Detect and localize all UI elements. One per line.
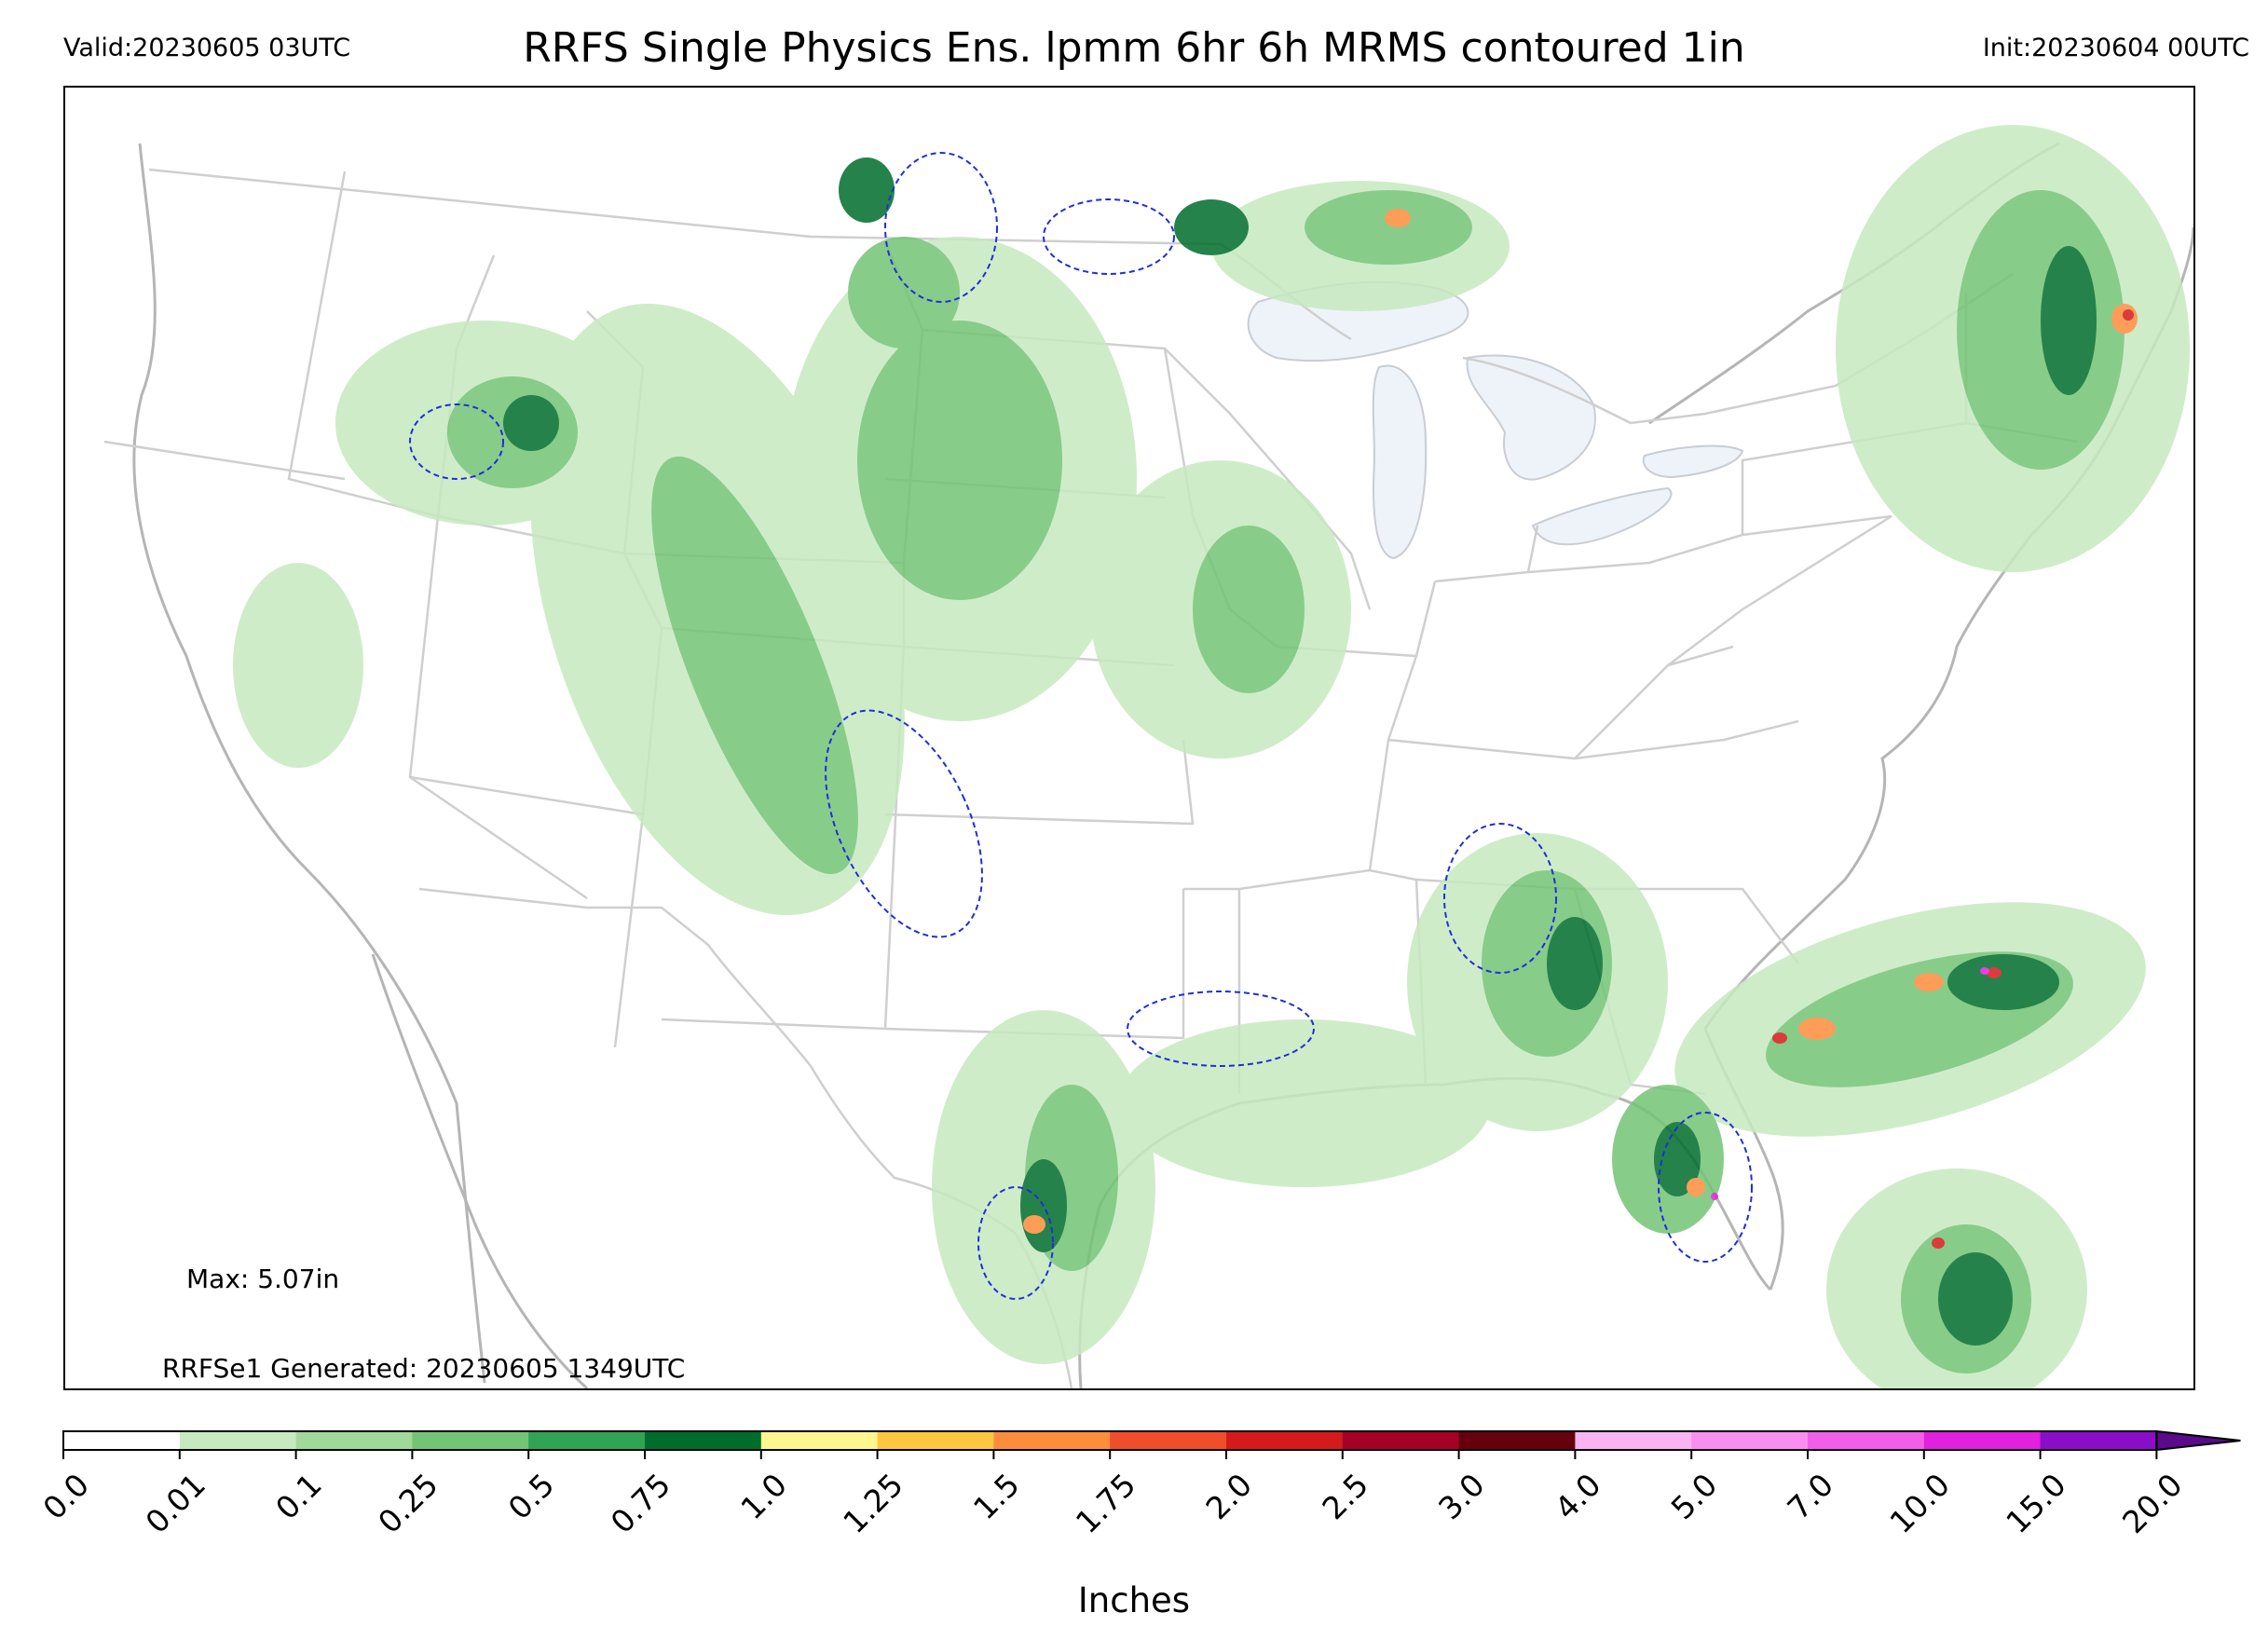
mrms-contours: [409, 152, 1753, 1300]
map-title: RRFS Single Physics Ens. lpmm 6hr 6h MRM…: [523, 24, 1745, 72]
colorbar-swatch: [412, 1431, 529, 1450]
colorbar-swatch: [528, 1431, 646, 1450]
valid-time: Valid:20230605 03UTC: [63, 34, 351, 62]
baja-peninsula: [371, 953, 589, 1388]
colorbar-tick-label: 1.25: [836, 1467, 910, 1541]
colorbar-tick-label: 0.75: [604, 1467, 678, 1541]
colorbar-tick-label: 0.25: [371, 1467, 445, 1541]
colorbar-tick-label: 15.0: [1999, 1467, 2073, 1541]
colorbar-tick-label: 1.5: [966, 1467, 1027, 1527]
colorbar-swatch: [760, 1431, 879, 1450]
colorbar-swatch: [645, 1431, 762, 1450]
colorbar-tick-label: 2.5: [1315, 1467, 1375, 1527]
great-lakes: [1247, 280, 1744, 560]
colorbar-swatch: [993, 1431, 1111, 1450]
precip-fields: [233, 125, 2190, 1388]
colorbar-swatch: [1691, 1431, 1809, 1450]
lake-huron: [1466, 354, 1596, 481]
colorbar-tick-label: 0.0: [36, 1467, 97, 1527]
colorbar-swatch: [1808, 1431, 1925, 1450]
generated-annotation: RRFSe1 Generated: 20230605 1349UTC: [162, 1353, 686, 1384]
lake-erie: [1531, 486, 1673, 546]
colorbar-outline: [62, 1430, 2158, 1451]
colorbar-swatch: [1458, 1431, 1576, 1450]
west-coast: [132, 143, 486, 1384]
colorbar-swatch: [295, 1431, 413, 1450]
colorbar-tick-label: 0.1: [268, 1467, 329, 1527]
colorbar-tick-label: 0.5: [501, 1467, 562, 1527]
colorbar-tick-label: 7.0: [1781, 1467, 1841, 1527]
precip-map[interactable]: Max: 5.07in RRFSe1 Generated: 20230605 1…: [63, 86, 2195, 1390]
colorbar-tick-label: 4.0: [1548, 1467, 1608, 1527]
colorbar-tick-label: 0.01: [138, 1467, 212, 1541]
colorbar-swatches: [62, 1429, 2241, 1452]
map-canvas: [103, 125, 2193, 1388]
colorbar-ticks: 0.0 0.01 0.1 0.25 0.5 0.75 1.0 1.25 1.5 1.75 2.0 2.…: [36, 1450, 2190, 1540]
colorbar-tick-label: 1.75: [1069, 1467, 1143, 1541]
colorbar-swatch: [1923, 1431, 2042, 1450]
colorbar-extend-arrow: [2155, 1429, 2241, 1452]
lake-michigan: [1372, 364, 1428, 560]
colorbar-swatch: [877, 1431, 994, 1450]
colorbar-tick-label: 3.0: [1431, 1467, 1492, 1527]
colorbar-swatch: [2040, 1431, 2157, 1450]
colorbar-tick-label: 5.0: [1664, 1467, 1725, 1527]
colorbar-swatch: [1342, 1431, 1460, 1450]
max-annotation: Max: 5.07in: [186, 1264, 340, 1294]
colorbar-tick-label: 1.0: [733, 1467, 794, 1527]
colorbar-tick-label: 10.0: [1882, 1467, 1957, 1541]
colorbar-swatch: [179, 1431, 297, 1450]
colorbar-swatch: [63, 1431, 181, 1450]
colorbar-swatch: [1110, 1431, 1227, 1450]
colorbar-swatch: [1575, 1431, 1692, 1450]
colorbar-label: Inches: [1077, 1580, 1191, 1620]
colorbar-swatch: [1226, 1431, 1344, 1450]
colorbar-tick-label: 20.0: [2115, 1467, 2190, 1541]
lake-ontario: [1642, 444, 1744, 479]
init-time: Init:20230604 00UTC: [1982, 34, 2249, 62]
colorbar-tick-label: 2.0: [1199, 1467, 1260, 1527]
